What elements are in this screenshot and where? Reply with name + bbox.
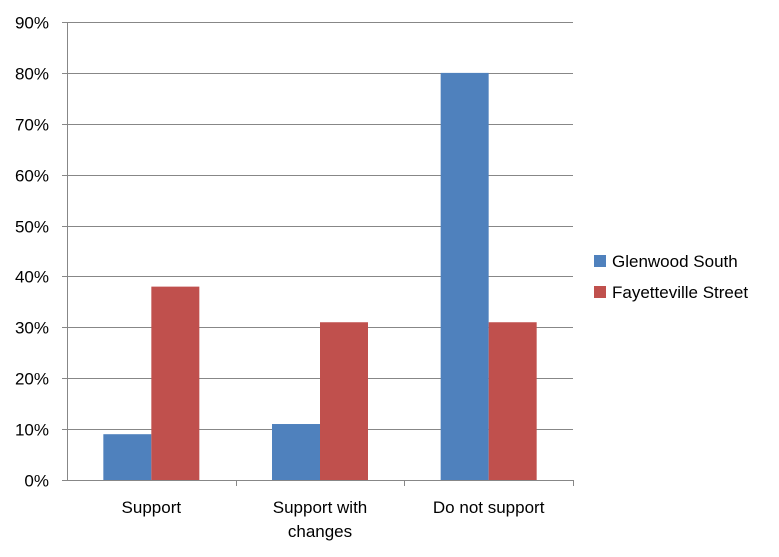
y-tick-label: 0% [24, 472, 49, 491]
bar-glenwood-south [272, 424, 320, 480]
y-tick-label: 90% [15, 14, 49, 33]
bar-fayetteville-street [151, 286, 200, 480]
y-tick-label: 10% [15, 421, 49, 440]
legend: Glenwood South Fayetteville Street [594, 252, 748, 302]
bars [103, 72, 537, 480]
y-tick-label: 80% [15, 65, 49, 84]
y-tick-label: 60% [15, 167, 49, 186]
x-axis-tick-labels: Support Support with changes Do not support [122, 498, 545, 541]
legend-label: Fayetteville Street [612, 283, 748, 302]
x-tick-label: Support [122, 498, 182, 517]
axes [62, 22, 574, 486]
x-tick-label: Support with changes [273, 498, 368, 541]
legend-swatch [594, 255, 606, 267]
y-tick-label: 20% [15, 370, 49, 389]
bar-glenwood-south [103, 434, 152, 480]
legend-label: Glenwood South [612, 252, 738, 271]
y-tick-label: 70% [15, 116, 49, 135]
bar-fayetteville-street [488, 322, 537, 480]
x-tick-label: Do not support [433, 498, 545, 517]
y-tick-label: 30% [15, 319, 49, 338]
legend-swatch [594, 286, 606, 298]
bar-glenwood-south [440, 72, 489, 480]
y-tick-label: 40% [15, 268, 49, 287]
bar-fayetteville-street [320, 322, 368, 480]
y-axis-tick-labels: 0% 10% 20% 30% 40% 50% 60% 70% 80% 90% [15, 14, 49, 491]
y-tick-label: 50% [15, 218, 49, 237]
